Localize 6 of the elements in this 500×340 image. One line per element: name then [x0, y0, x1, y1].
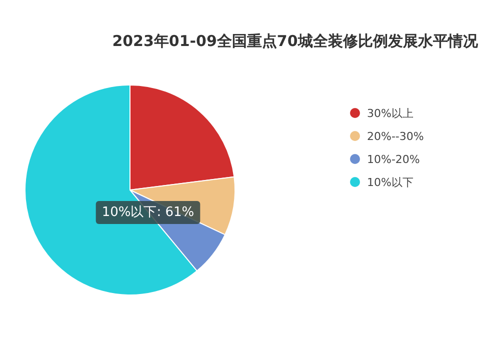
- legend-label: 10%以下: [367, 176, 414, 189]
- legend-label: 20%--30%: [367, 130, 424, 143]
- chart-title: 2023年01-09全国重点70城全装修比例发展水平情况: [112, 32, 479, 50]
- legend-label: 30%以上: [367, 107, 414, 120]
- text: 10%以下: 61%: [102, 205, 194, 220]
- legend-label: 10%-20%: [367, 153, 420, 166]
